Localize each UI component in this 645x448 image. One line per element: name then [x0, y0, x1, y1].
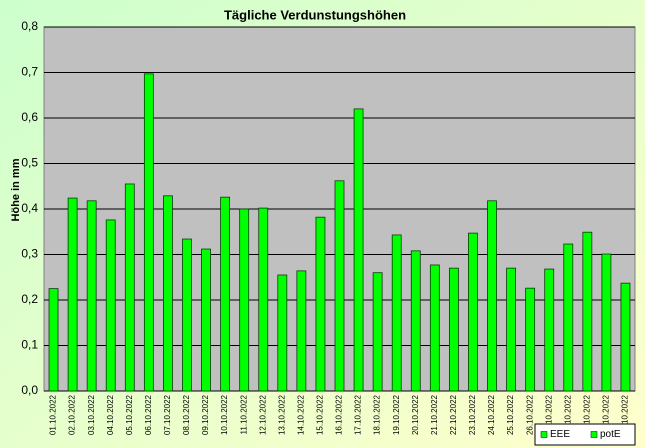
bar [582, 231, 593, 392]
legend-marker [540, 431, 548, 438]
bar [601, 253, 612, 392]
legend-box [534, 423, 636, 446]
x-tick-label: 22.10.2022 [449, 394, 458, 435]
x-tick-label: 05.10.2022 [125, 394, 134, 435]
x-tick-label: 15.10.2022 [316, 394, 325, 435]
x-tick-label: 25.10.2022 [506, 394, 515, 435]
x-tick-label: 08.10.2022 [182, 394, 191, 435]
chart-title: Tägliche Verdunstungshöhen [224, 7, 406, 22]
bar [448, 267, 459, 392]
x-tick-label: 21.10.2022 [430, 394, 439, 435]
legend-marker [590, 431, 598, 438]
x-tick-label: 23.10.2022 [468, 394, 477, 435]
x-tick-label: 07.10.2022 [163, 394, 172, 435]
bar [468, 232, 478, 392]
y-tick-label: 0,8 [21, 19, 38, 33]
bar [620, 282, 631, 392]
x-tick-label: 03.10.2022 [87, 394, 96, 435]
x-tick-label: 12.10.2022 [258, 394, 267, 435]
y-tick-label: 0,1 [21, 338, 38, 352]
y-tick-label: 0,2 [21, 292, 38, 306]
y-tick-label: 0,5 [21, 156, 38, 170]
x-tick-label: 30.10.2022 [602, 394, 611, 435]
bar [86, 200, 97, 392]
x-tick-label: 06.10.2022 [144, 394, 153, 435]
bar [353, 108, 364, 392]
bar [487, 200, 497, 392]
x-tick-label: 29.10.2022 [582, 394, 591, 435]
x-tick-label: 16.10.2022 [335, 394, 344, 435]
x-tick-label: 26.10.2022 [525, 394, 534, 435]
bar [429, 264, 440, 392]
y-axis-label: Höhe in mm [10, 158, 22, 221]
bar [124, 183, 135, 392]
x-tick-label: 24.10.2022 [487, 394, 496, 435]
bar [182, 238, 192, 392]
x-tick-label: 17.10.2022 [354, 394, 363, 435]
bar [525, 287, 536, 392]
x-tick-label: 09.10.2022 [201, 394, 210, 435]
bar [506, 267, 516, 392]
bar [105, 219, 116, 392]
bar [391, 234, 402, 392]
x-tick-label: 11.10.2022 [239, 394, 248, 434]
x-tick-label: 13.10.2022 [277, 394, 286, 435]
bar [315, 216, 326, 392]
x-tick-label: 18.10.2022 [373, 394, 382, 435]
bar [296, 270, 307, 392]
bar [544, 268, 555, 392]
legend-label: EEE [550, 429, 570, 440]
bar [277, 274, 288, 392]
bar [563, 243, 574, 392]
x-tick-label: 10.10.2022 [220, 394, 229, 435]
bar [163, 195, 173, 392]
x-tick-label: 20.10.2022 [411, 394, 420, 435]
x-tick-label: 04.10.2022 [106, 394, 115, 435]
bar [410, 250, 421, 392]
bar [372, 272, 383, 392]
x-tick-label: 27.10.2022 [544, 394, 553, 435]
x-tick-label: 28.10.2022 [563, 394, 572, 435]
bar [239, 208, 250, 392]
bar [201, 248, 211, 392]
x-tick-label: 01.10.2022 [49, 394, 58, 435]
bar [67, 197, 78, 392]
legend-label: potE [600, 429, 621, 440]
y-tick-label: 0,7 [21, 65, 38, 79]
y-tick-label: 0,6 [21, 110, 38, 124]
bar [220, 196, 231, 392]
y-tick-label: 0,0 [21, 383, 38, 397]
bar [143, 73, 154, 392]
x-tick-label: 19.10.2022 [392, 394, 401, 435]
bar [48, 288, 59, 392]
x-tick-label: 31.10.2022 [621, 394, 630, 435]
y-tick-label: 0,4 [21, 201, 38, 215]
bar [334, 180, 345, 392]
x-tick-label: 14.10.2022 [296, 394, 305, 435]
x-tick-label: 02.10.2022 [68, 394, 77, 435]
bar [258, 207, 269, 392]
y-tick-label: 0,3 [21, 247, 38, 261]
